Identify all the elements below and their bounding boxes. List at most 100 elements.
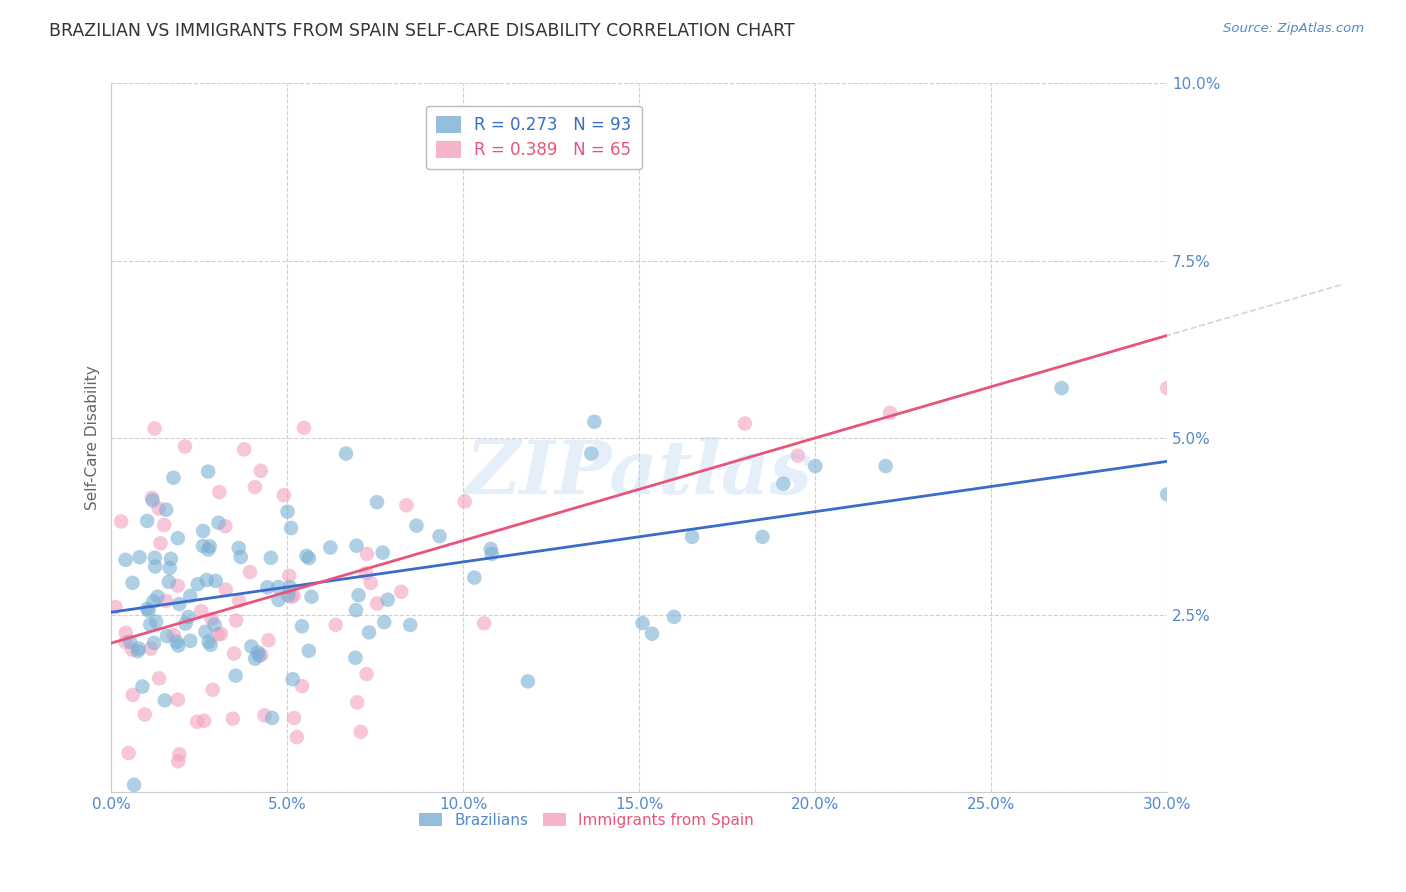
Point xyxy=(166,579,188,593)
Point xyxy=(879,406,901,420)
Point xyxy=(153,518,176,533)
Point xyxy=(285,730,308,744)
Point xyxy=(246,645,269,659)
Point xyxy=(114,635,136,649)
Point xyxy=(277,588,299,602)
Point xyxy=(875,458,897,473)
Point xyxy=(191,539,214,553)
Point xyxy=(772,476,794,491)
Point xyxy=(127,644,149,658)
Point xyxy=(389,584,412,599)
Point xyxy=(222,647,245,661)
Point xyxy=(463,571,485,585)
Point xyxy=(280,590,302,604)
Point xyxy=(167,639,190,653)
Point xyxy=(283,589,305,603)
Point xyxy=(360,575,382,590)
Point xyxy=(143,559,166,574)
Point xyxy=(631,616,654,631)
Point xyxy=(222,712,245,726)
Point xyxy=(138,603,160,617)
Point xyxy=(786,449,808,463)
Point xyxy=(228,594,250,608)
Point xyxy=(131,680,153,694)
Point xyxy=(197,542,219,557)
Point xyxy=(120,634,142,648)
Point xyxy=(516,674,538,689)
Point xyxy=(366,495,388,509)
Point xyxy=(356,667,378,681)
Point xyxy=(166,531,188,545)
Point xyxy=(214,519,236,533)
Point xyxy=(186,714,208,729)
Point xyxy=(356,547,378,561)
Point xyxy=(319,541,342,555)
Point xyxy=(1156,487,1178,501)
Point xyxy=(157,574,180,589)
Point xyxy=(174,440,197,454)
Point xyxy=(273,488,295,502)
Point xyxy=(198,539,221,553)
Point xyxy=(350,724,373,739)
Point xyxy=(117,746,139,760)
Point xyxy=(257,633,280,648)
Point xyxy=(201,682,224,697)
Point xyxy=(160,552,183,566)
Point xyxy=(247,648,270,663)
Point xyxy=(344,650,367,665)
Point xyxy=(187,577,209,591)
Point xyxy=(256,580,278,594)
Point xyxy=(191,524,214,538)
Point xyxy=(121,688,143,702)
Point xyxy=(346,539,368,553)
Point xyxy=(751,530,773,544)
Point xyxy=(283,711,305,725)
Point xyxy=(141,491,163,505)
Point xyxy=(395,498,418,512)
Point xyxy=(240,640,263,654)
Point xyxy=(153,693,176,707)
Point xyxy=(399,618,422,632)
Point xyxy=(295,549,318,563)
Point xyxy=(177,610,200,624)
Point xyxy=(110,515,132,529)
Point xyxy=(292,421,315,435)
Point xyxy=(179,589,201,603)
Point xyxy=(233,442,256,457)
Point xyxy=(479,541,502,556)
Point xyxy=(276,505,298,519)
Point xyxy=(481,547,503,561)
Point xyxy=(301,590,323,604)
Point xyxy=(357,625,380,640)
Point xyxy=(143,550,166,565)
Point xyxy=(344,603,367,617)
Point xyxy=(162,471,184,485)
Point xyxy=(143,421,166,435)
Legend: Brazilians, Immigrants from Spain: Brazilians, Immigrants from Spain xyxy=(413,806,761,834)
Point xyxy=(239,565,262,579)
Point xyxy=(454,494,477,508)
Point xyxy=(209,627,232,641)
Point xyxy=(260,550,283,565)
Point xyxy=(204,574,226,588)
Point xyxy=(583,415,606,429)
Point xyxy=(229,549,252,564)
Point xyxy=(204,617,226,632)
Point xyxy=(581,446,603,460)
Point xyxy=(1050,381,1073,395)
Point xyxy=(377,592,399,607)
Point xyxy=(253,708,276,723)
Point xyxy=(169,597,191,611)
Point xyxy=(136,514,159,528)
Point xyxy=(429,529,451,543)
Point xyxy=(200,638,222,652)
Point xyxy=(174,616,197,631)
Point xyxy=(215,582,238,597)
Point xyxy=(371,545,394,559)
Point xyxy=(143,636,166,650)
Point xyxy=(193,714,215,728)
Point xyxy=(267,580,290,594)
Point xyxy=(122,778,145,792)
Point xyxy=(139,617,162,632)
Point xyxy=(139,641,162,656)
